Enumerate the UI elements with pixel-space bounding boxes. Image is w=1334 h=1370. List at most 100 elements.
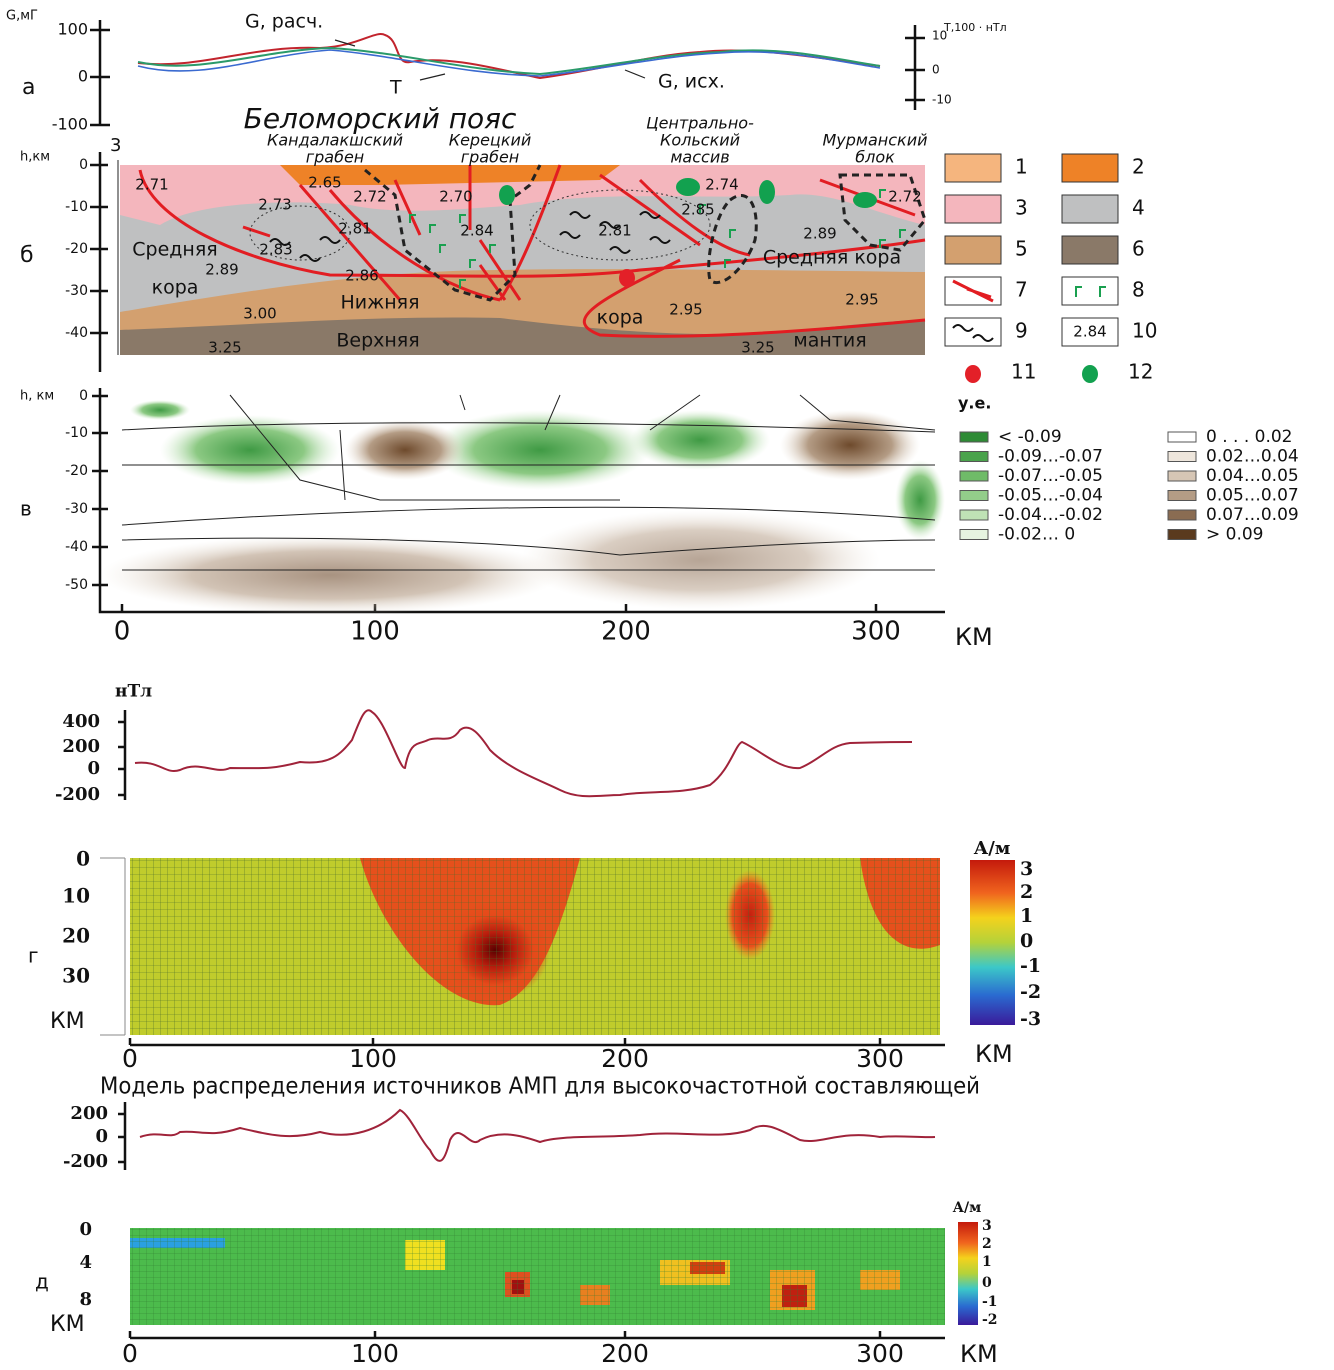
gabbro-body	[759, 180, 775, 204]
block-name: Центрально-	[646, 114, 754, 133]
label: T,100 · нТл	[943, 21, 1007, 34]
colorbar-tick-label: -1	[982, 1294, 998, 1310]
colorbar-tick-label: -2	[1020, 981, 1041, 1003]
legend-swatch	[1167, 509, 1197, 521]
y-tick-label: -20	[65, 463, 88, 479]
y-tick-label: 0	[79, 157, 88, 173]
y-tick-label: 4	[79, 1252, 92, 1273]
legend-swatch	[1061, 235, 1119, 265]
x-tick-label: 0	[114, 617, 131, 647]
section	[120, 164, 927, 355]
symbol	[459, 214, 466, 223]
legend-swatch	[944, 153, 1002, 183]
legend-label: 1	[1015, 155, 1028, 179]
colorbar-tick-label: 1	[1020, 905, 1033, 927]
legend-title: у.е.	[958, 394, 991, 413]
label: а	[22, 75, 35, 100]
legend-label: -0.07…-0.05	[998, 466, 1103, 486]
y-tick-label: 0	[79, 388, 88, 404]
y-tick-label: 200	[70, 1103, 108, 1124]
x-tick-label: 0	[122, 1044, 138, 1073]
x-tick-label: 200	[601, 1339, 649, 1368]
legend-swatch	[959, 490, 989, 501]
density: 2.83	[259, 241, 292, 259]
colorbar	[970, 860, 1015, 1025]
y-unit: КМ	[50, 1009, 85, 1034]
legend-swatch	[1167, 490, 1197, 501]
layer-label: Средняя кора	[763, 247, 901, 269]
y-tick-label: -200	[55, 784, 100, 805]
x-unit: КМ	[975, 1040, 1013, 1068]
x-tick-label: 300	[851, 617, 901, 647]
curve	[137, 49, 881, 77]
symbol	[609, 246, 631, 254]
block-name: грабен	[461, 148, 520, 167]
axis	[905, 25, 925, 110]
legend-symbol	[952, 324, 994, 342]
y-tick-label: 0	[95, 1126, 108, 1147]
density: 2.74	[705, 176, 738, 194]
y-tick-label: -10	[932, 93, 952, 107]
legend-symbol	[965, 365, 981, 383]
legend-swatch	[944, 235, 1002, 265]
block-name: Керецкий	[449, 131, 532, 150]
gabbro-body	[853, 192, 877, 208]
symbol	[559, 231, 581, 239]
symbol	[639, 211, 661, 219]
y-tick-label: -30	[65, 501, 88, 517]
density: 2.95	[845, 291, 878, 309]
y-tick-label: 0	[79, 1219, 92, 1240]
legend-sample: 2.84	[1073, 323, 1106, 341]
legend-swatch	[959, 509, 989, 521]
x-tick-label: 300	[856, 1339, 904, 1368]
y-unit: КМ	[50, 1312, 85, 1337]
y-tick-label: 100	[57, 20, 88, 39]
legend-label: 3	[1015, 196, 1028, 220]
symbol	[469, 259, 476, 268]
y-tick-label: 20	[62, 924, 90, 948]
legend-swatch	[1061, 276, 1119, 306]
axis	[128, 1331, 945, 1340]
legend-swatch	[1167, 470, 1197, 482]
annotation: G, расч.	[245, 11, 323, 33]
legend-label: 0.02…0.04	[1206, 447, 1299, 467]
legend-symbol	[952, 279, 994, 303]
colorbar-tick-label: 0	[1020, 930, 1033, 952]
density: 3.00	[243, 305, 276, 323]
label: г	[28, 944, 39, 968]
block-name: Кандалакшский	[267, 131, 403, 150]
colorbar-tick-label: -3	[1020, 1008, 1041, 1030]
label: б	[20, 243, 34, 268]
density: 2.85	[681, 201, 714, 219]
symbol	[599, 221, 621, 229]
anomaly-map	[100, 393, 945, 615]
density: 2.72	[888, 188, 921, 206]
legend-swatch	[1061, 153, 1119, 183]
layer-label: кора	[152, 277, 199, 299]
legend-label: 4	[1132, 196, 1145, 220]
symbol	[569, 211, 591, 219]
curve	[137, 33, 881, 80]
legend-label: 5	[1015, 237, 1028, 261]
density: 2.65	[308, 174, 341, 192]
density: 3.25	[208, 339, 241, 357]
legend-label: 7	[1015, 278, 1028, 302]
layer-label: кора	[597, 307, 644, 329]
density: 2.81	[598, 222, 631, 240]
symbol	[429, 224, 436, 233]
caption: Модель распределения источников АМП для …	[100, 1074, 980, 1100]
y-tick-label: -200	[63, 1151, 108, 1172]
density: 2.71	[135, 176, 168, 194]
symbol	[409, 214, 416, 223]
y-tick-label: 8	[79, 1289, 92, 1310]
legend-swatch	[959, 529, 989, 540]
colorbar-tick-label: 0	[982, 1275, 992, 1291]
legend-label: 0.05…0.07	[1206, 486, 1299, 506]
y-tick-label: 400	[62, 711, 100, 732]
y-tick-label: -20	[65, 241, 88, 257]
colorbar-tick-label: 3	[982, 1218, 992, 1234]
legend-label: 10	[1132, 319, 1157, 343]
symbol	[879, 239, 886, 248]
y-tick-label: -50	[65, 577, 88, 593]
axis	[128, 1038, 945, 1047]
